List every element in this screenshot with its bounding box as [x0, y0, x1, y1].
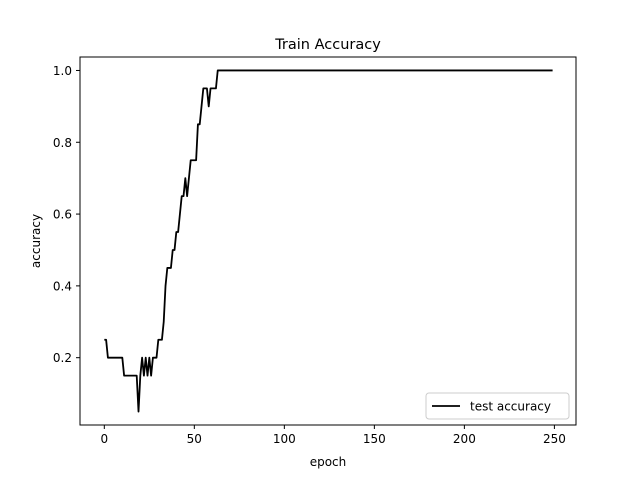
- y-tick-label: 0.6: [53, 208, 72, 222]
- chart-title: Train Accuracy: [274, 37, 381, 53]
- x-axis-ticks: 0 50 100 150 200 250: [100, 425, 566, 446]
- y-axis-ticks: 0.2 0.4 0.6 0.8 1.0: [53, 64, 80, 365]
- x-tick-label: 200: [453, 432, 476, 446]
- y-tick-label: 0.8: [53, 136, 72, 150]
- x-tick-label: 150: [363, 432, 386, 446]
- y-tick-label: 0.2: [53, 351, 72, 365]
- legend: test accuracy: [425, 392, 570, 420]
- axes-background: [80, 57, 576, 425]
- x-tick-label: 100: [273, 432, 296, 446]
- y-tick-label: 0.4: [53, 279, 72, 293]
- series-line-test-accuracy: [104, 69, 553, 413]
- plot-area: 0 50 100 150 200 250 0.2 0.4 0.6 0.8 1.0: [53, 56, 577, 446]
- x-tick-label: 250: [543, 432, 566, 446]
- y-tick-label: 1.0: [53, 64, 72, 78]
- series-layer: [104, 69, 553, 413]
- legend-label-test-accuracy: test accuracy: [470, 400, 551, 414]
- x-tick-label: 0: [100, 432, 108, 446]
- x-axis-label: epoch: [310, 455, 347, 469]
- legend-box: [425, 392, 570, 420]
- x-tick-label: 50: [187, 432, 202, 446]
- axes-frame: [79, 56, 577, 426]
- y-axis-label: accuracy: [29, 214, 43, 268]
